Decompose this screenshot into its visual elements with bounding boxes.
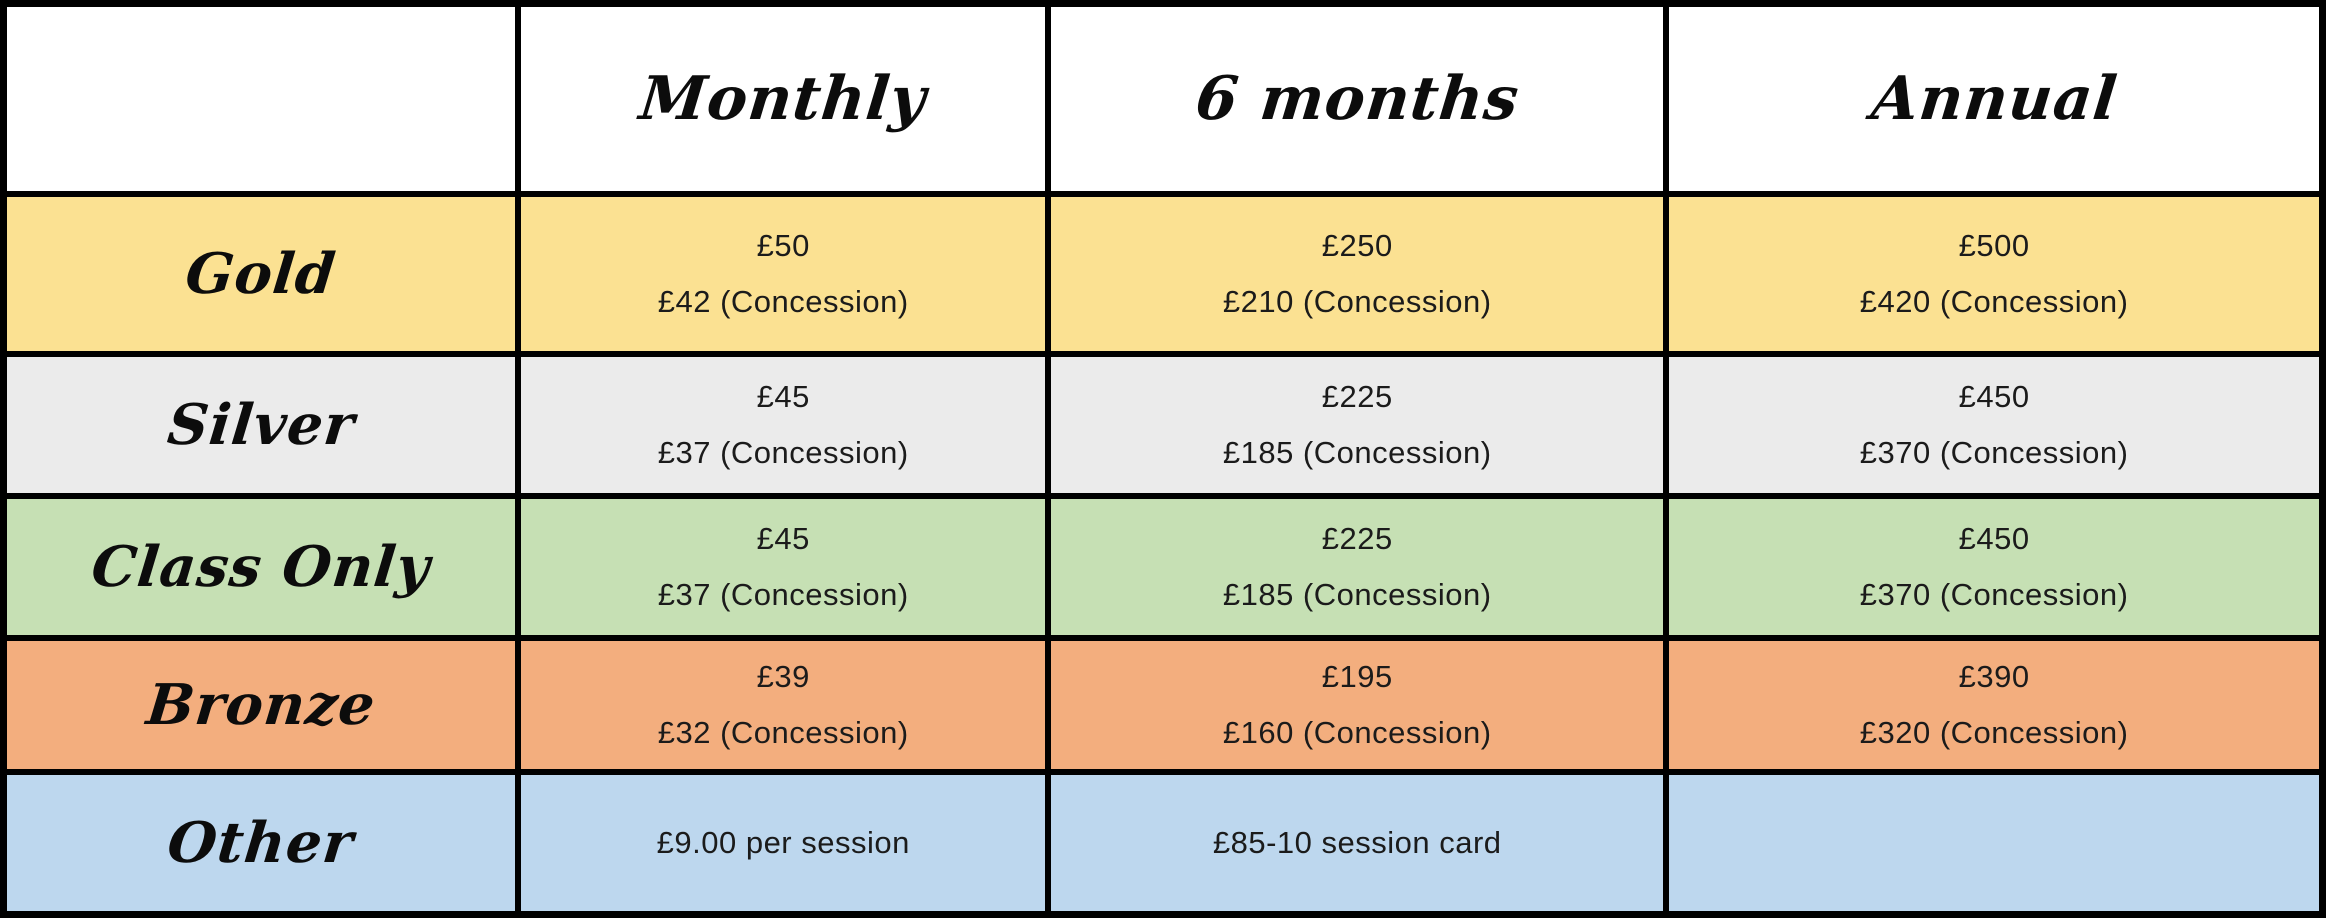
table-row-other: Other £9.00 per session £85-10 session c… — [0, 768, 2326, 918]
row-label-class-only-text: Class Only — [88, 533, 434, 600]
concession-line: £37 (Concession) — [657, 434, 909, 470]
table-row-class-only: Class Only £45 £37 (Concession) £225 £18… — [0, 492, 2326, 642]
column-header-annual-label: Annual — [1867, 63, 2121, 134]
cell-bronze-annual: £390 £320 (Concession) — [1663, 635, 2326, 775]
row-label-bronze: Bronze — [0, 635, 522, 775]
column-header-annual: Annual — [1663, 0, 2326, 197]
row-label-other-text: Other — [164, 809, 358, 876]
header-row: Monthly 6 months Annual — [0, 0, 2326, 197]
price-line: £45 — [756, 521, 810, 557]
price-line: £225 — [1321, 521, 1393, 557]
cell-silver-annual: £450 £370 (Concession) — [1663, 350, 2326, 499]
concession-line: £370 (Concession) — [1859, 576, 2129, 612]
cell-other-monthly: £9.00 per session — [515, 768, 1052, 918]
price-line: £500 — [1958, 227, 2030, 263]
price-line: £9.00 per session — [656, 824, 910, 860]
price-line: £85-10 session card — [1212, 824, 1502, 860]
row-label-silver: Silver — [0, 350, 522, 499]
table-row-bronze: Bronze £39 £32 (Concession) £195 £160 (C… — [0, 635, 2326, 775]
concession-line: £37 (Concession) — [657, 576, 909, 612]
cell-other-annual — [1663, 768, 2326, 918]
cell-class-only-monthly: £45 £37 (Concession) — [515, 492, 1052, 642]
concession-line: £420 (Concession) — [1859, 283, 2129, 319]
price-line: £450 — [1958, 378, 2030, 414]
corner-blank-cell — [0, 0, 522, 197]
concession-line: £210 (Concession) — [1222, 283, 1492, 319]
concession-line: £32 (Concession) — [657, 715, 909, 750]
cell-silver-monthly: £45 £37 (Concession) — [515, 350, 1052, 499]
cell-class-only-6-months: £225 £185 (Concession) — [1045, 492, 1670, 642]
cell-bronze-monthly: £39 £32 (Concession) — [515, 635, 1052, 775]
table-row-gold: Gold £50 £42 (Concession) £250 £210 (Con… — [0, 190, 2326, 357]
concession-line: £185 (Concession) — [1222, 576, 1492, 612]
price-line: £390 — [1958, 659, 2030, 695]
price-line: £450 — [1958, 521, 2030, 557]
row-label-gold: Gold — [0, 190, 522, 357]
price-line: £50 — [756, 227, 810, 263]
row-label-gold-text: Gold — [182, 240, 340, 307]
row-label-other: Other — [0, 768, 522, 918]
cell-class-only-annual: £450 £370 (Concession) — [1663, 492, 2326, 642]
concession-line: £42 (Concession) — [657, 283, 909, 319]
column-header-6-months-label: 6 months — [1192, 63, 1523, 134]
concession-line: £370 (Concession) — [1859, 434, 2129, 470]
price-line: £195 — [1321, 659, 1393, 695]
row-label-silver-text: Silver — [164, 391, 358, 458]
price-line: £250 — [1321, 227, 1393, 263]
column-header-6-months: 6 months — [1045, 0, 1670, 197]
row-label-bronze-text: Bronze — [143, 672, 379, 738]
cell-gold-6-months: £250 £210 (Concession) — [1045, 190, 1670, 357]
table-row-silver: Silver £45 £37 (Concession) £225 £185 (C… — [0, 350, 2326, 499]
price-line: £45 — [756, 378, 810, 414]
cell-gold-annual: £500 £420 (Concession) — [1663, 190, 2326, 357]
cell-gold-monthly: £50 £42 (Concession) — [515, 190, 1052, 357]
cell-other-6-months: £85-10 session card — [1045, 768, 1670, 918]
concession-line: £185 (Concession) — [1222, 434, 1492, 470]
column-header-monthly-label: Monthly — [636, 63, 930, 134]
price-line: £39 — [756, 659, 810, 695]
cell-silver-6-months: £225 £185 (Concession) — [1045, 350, 1670, 499]
concession-line: £160 (Concession) — [1222, 715, 1492, 750]
concession-line: £320 (Concession) — [1859, 715, 2129, 750]
column-header-monthly: Monthly — [515, 0, 1052, 197]
price-line: £225 — [1321, 378, 1393, 414]
row-label-class-only: Class Only — [0, 492, 522, 642]
cell-bronze-6-months: £195 £160 (Concession) — [1045, 635, 1670, 775]
